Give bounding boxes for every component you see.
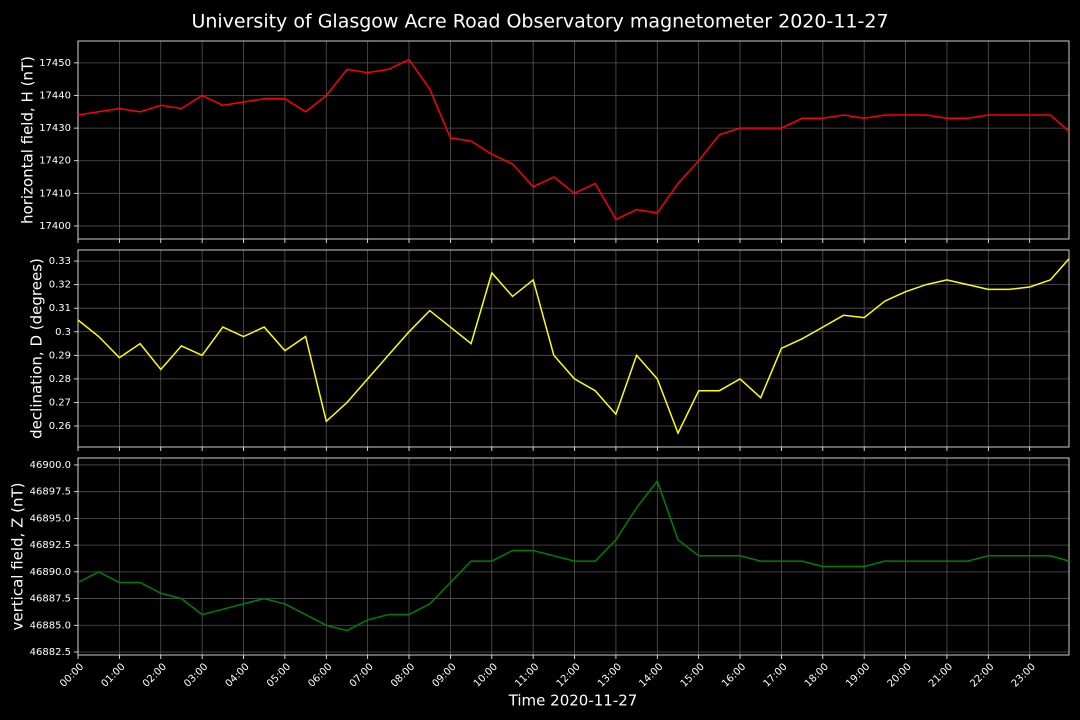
y-axis-label: horizontal field, H (nT) bbox=[19, 56, 37, 224]
plot-frame bbox=[77, 40, 1070, 240]
y-tick-label: 0.32 bbox=[49, 280, 71, 291]
y-axis-label: vertical field, Z (nT) bbox=[9, 482, 27, 630]
y-tick-label: 0.28 bbox=[49, 374, 71, 385]
y-tick-label: 46882.5 bbox=[30, 647, 71, 658]
y-tick-label: 17400 bbox=[39, 221, 71, 232]
y-tick-label: 0.26 bbox=[49, 421, 71, 432]
y-tick-label: 46895.0 bbox=[30, 513, 71, 524]
y-tick-label: 0.3 bbox=[55, 327, 71, 338]
y-tick-label: 46900.0 bbox=[30, 460, 71, 471]
y-tick-label: 46892.5 bbox=[30, 540, 71, 551]
y-tick-label: 0.27 bbox=[49, 397, 71, 408]
y-tick-label: 17410 bbox=[39, 188, 71, 199]
y-tick-label: 0.31 bbox=[49, 303, 71, 314]
x-axis-label: Time 2020-11-27 bbox=[508, 692, 638, 710]
y-tick-label: 0.29 bbox=[49, 350, 71, 361]
y-tick-label: 46887.5 bbox=[30, 594, 71, 605]
y-tick-label: 17440 bbox=[39, 90, 71, 101]
y-tick-label: 46897.5 bbox=[30, 487, 71, 498]
plot-frame bbox=[77, 457, 1070, 656]
y-tick-label: 17430 bbox=[39, 123, 71, 134]
y-tick-label: 46890.0 bbox=[30, 567, 71, 578]
chart-title: University of Glasgow Acre Road Observat… bbox=[191, 11, 888, 33]
data-line bbox=[77, 258, 1070, 435]
data-line bbox=[77, 479, 1070, 632]
y-tick-label: 17450 bbox=[39, 58, 71, 69]
data-line bbox=[77, 58, 1070, 221]
y-tick-label: 0.33 bbox=[49, 256, 71, 267]
plot-frame bbox=[77, 249, 1070, 448]
y-axis-label: declination, D (degrees) bbox=[28, 258, 46, 439]
y-tick-label: 46885.0 bbox=[30, 620, 71, 631]
y-tick-label: 17420 bbox=[39, 156, 71, 167]
